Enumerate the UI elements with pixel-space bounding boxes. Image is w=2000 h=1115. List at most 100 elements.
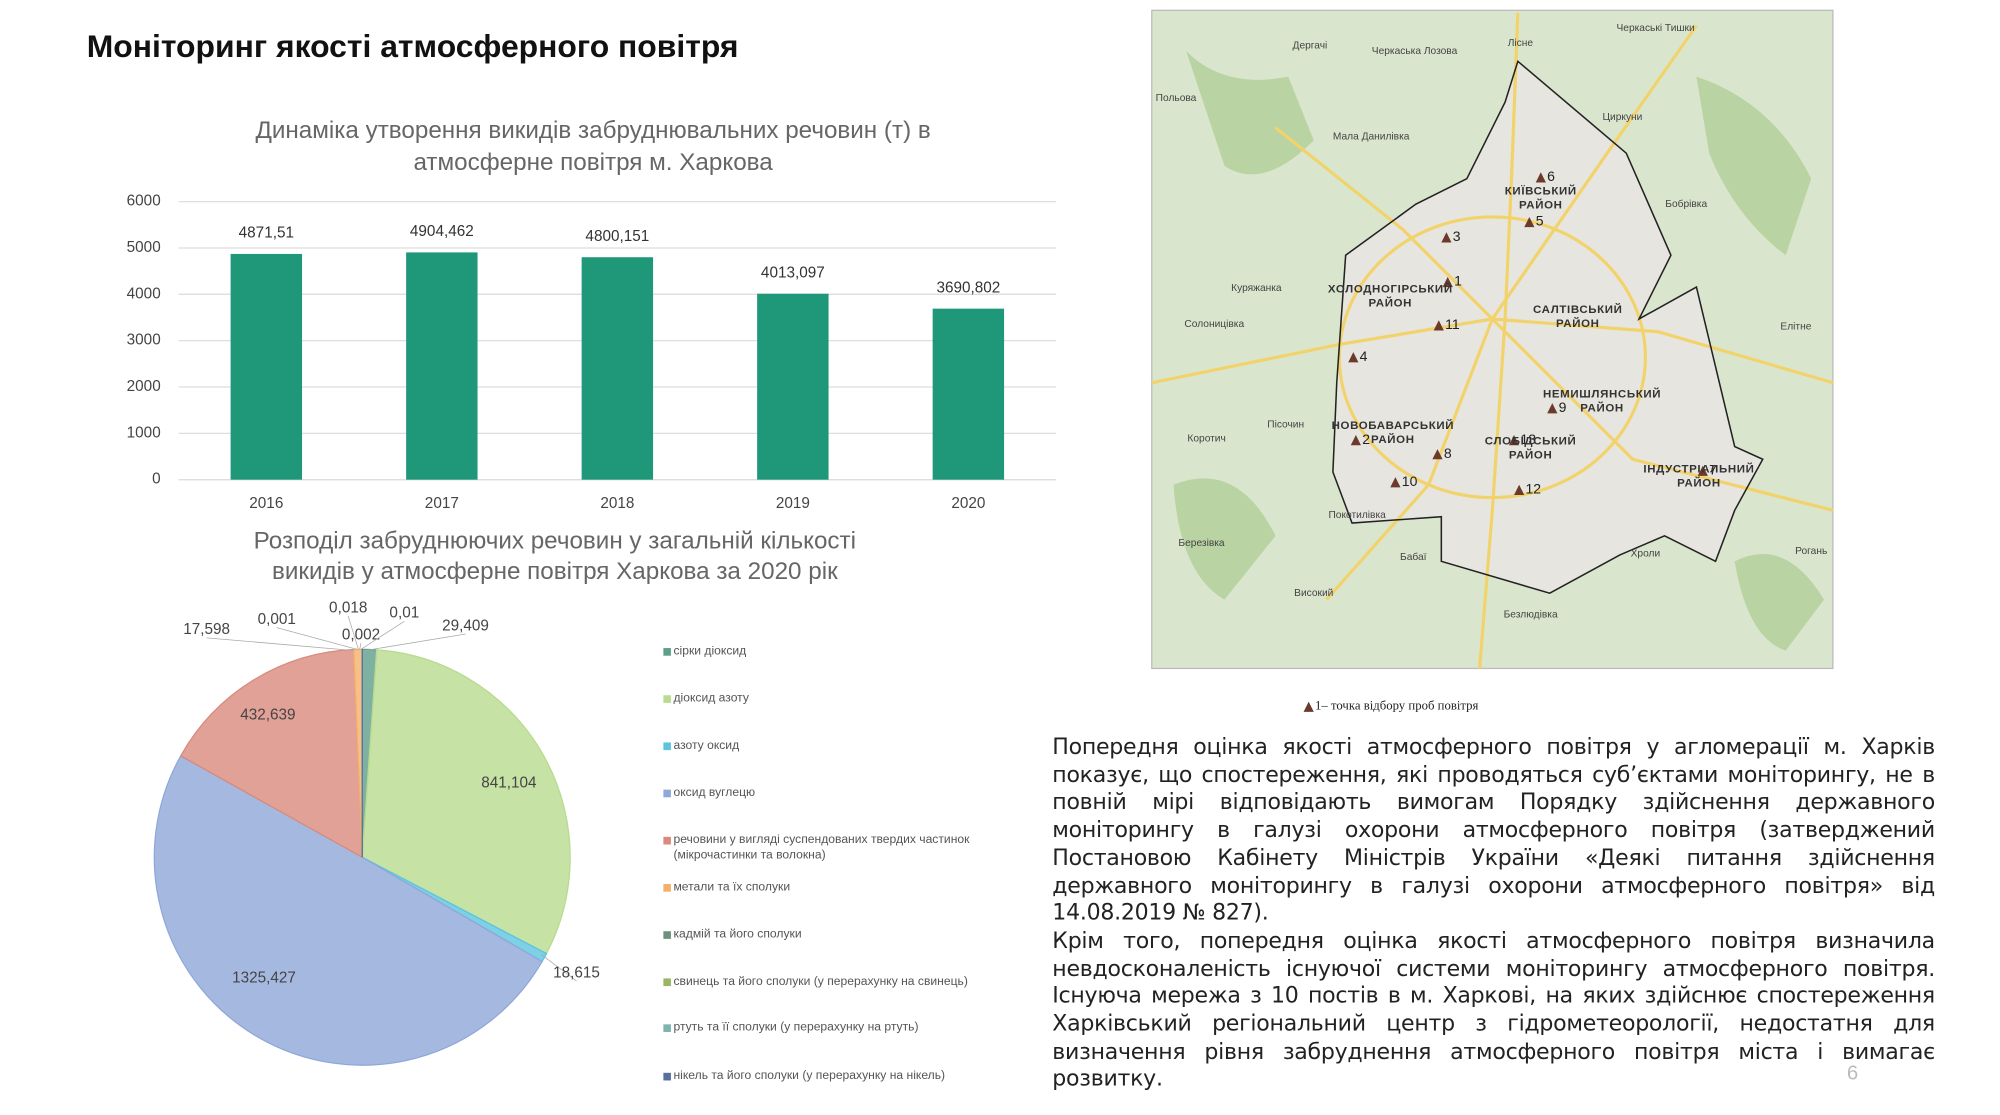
page-number: 6 [1847,1062,1858,1084]
y-tick-label: 5000 [127,239,161,256]
district-label: СЛОБІДСЬКИЙ [1485,434,1577,447]
post-number: 8 [1444,445,1452,461]
pie-slice [179,648,363,859]
data-label: 29,409 [442,617,489,634]
chart-title: Розподіл забруднюючих речовин у загальні… [254,528,856,555]
bar [757,293,829,480]
y-tick-label: 6000 [127,193,161,210]
post-marker [1508,435,1520,446]
y-tick-label: 4000 [127,285,161,302]
data-label: 841,104 [481,774,537,791]
legend-label: ртуть та її сполуки (у перерахунку на рт… [673,1020,919,1035]
post-number: 11 [1445,316,1460,332]
y-tick-label: 2000 [127,378,161,395]
data-label: 4013,097 [761,264,825,281]
legend-label: свинець та його сполуки (у перерахунку н… [673,974,968,989]
data-label: 4904,462 [410,223,474,240]
post-number: 3 [1453,228,1461,244]
district-label: КИЇВСЬКИЙ [1505,184,1577,197]
legend-label: речовини у вигляді суспендованих твердих… [673,833,970,863]
place-label: Хроли [1631,548,1661,559]
leader-line [364,633,466,651]
legend-item: речовини у вигляді суспендованих твердих… [663,833,973,864]
post-marker [1442,276,1453,288]
post-marker [1350,435,1361,446]
data-label: 17,598 [183,621,230,638]
data-label: 4800,151 [585,228,649,245]
legend-marker [663,695,671,703]
post-marker [1547,403,1558,414]
district-label: РАЙОН [1371,433,1415,446]
place-label: Покотилівка [1328,510,1386,521]
place-label: Черкаські Тишки [1617,23,1695,34]
place-label: Безлюдівка [1504,610,1558,621]
post-marker [1433,320,1444,331]
place-label: Циркуни [1603,112,1643,123]
x-tick-label: 2019 [776,495,810,512]
map: 12345678910111213КИЇВСЬКИЙРАЙОНХОЛОДНОГІ… [1151,9,1834,713]
post-marker [1514,484,1525,495]
district-label: РАЙОН [1509,448,1553,461]
place-label: Бабаї [1400,551,1427,563]
bar [230,253,303,480]
place-label: Дергачі [1293,41,1328,52]
leader-line [276,627,358,650]
district-label: ІНДУСТРІАЛЬНИЙ [1643,463,1754,476]
paragraph: Попередня оцінка якості атмосферного пов… [1052,734,1935,927]
post-number: 10 [1402,473,1418,489]
legend-item: сірки діоксид [663,644,973,659]
post-marker [1697,465,1708,476]
legend-item: діоксид азоту [663,691,973,706]
bar [581,257,654,480]
data-label: 3690,802 [936,279,1000,296]
place-label: Березівка [1178,538,1224,549]
place-label: Мала Данилівка [1333,131,1410,142]
slide-title: Моніторинг якості атмосферного повітря [87,28,739,64]
legend-label: азоту оксид [673,738,740,753]
post-number: 12 [1526,481,1542,497]
legend-label: нікель та його сполуки (у перерахунку на… [673,1068,946,1084]
data-label: 0,018 [329,600,367,617]
leader-line [206,637,355,651]
post-number: 1 [1454,273,1462,289]
legend-label: кадмій та його сполуки [673,927,802,942]
y-tick-label: 3000 [127,332,161,349]
place-label: Пісочин [1267,420,1304,431]
leader-line [540,953,577,982]
legend-item: оксид вуглецю [663,786,973,801]
post-number: 2 [1362,431,1370,447]
legend-marker [663,931,671,939]
post-marker [1535,172,1546,183]
legend-marker [663,648,671,656]
district-label: НЕМИШЛЯНСЬКИЙ [1543,387,1661,400]
paragraph: Крім того, попередня оцінка якості атмос… [1052,928,1935,1093]
x-tick-label: 2017 [425,495,459,512]
data-label: 432,639 [240,707,295,724]
post-marker [1432,449,1443,460]
district-label: САЛТІВСЬКИЙ [1533,303,1623,316]
post-number: 7 [1709,461,1717,477]
post-marker [1441,232,1452,243]
legend-item: свинець та його сполуки (у перерахунку н… [663,975,973,990]
data-label: 4871,51 [239,225,294,242]
legend-marker [663,978,671,987]
post-number: 5 [1536,213,1544,229]
chart-title: Динаміка утворення викидів забруднювальн… [255,117,930,144]
y-tick-label: 0 [152,471,161,488]
data-label: 0,002 [342,626,380,643]
district-label: РАЙОН [1556,317,1600,330]
legend-marker [663,1024,671,1032]
legend-item: нікель та його сполуки (у перерахунку на… [663,1069,973,1084]
x-tick-label: 2016 [249,495,283,512]
y-tick-label: 1000 [127,424,161,441]
legend-item: метали та їх сполуки [663,880,973,895]
legend-marker [663,1072,671,1081]
post-number: 13 [1520,431,1536,447]
post-number: 9 [1559,399,1567,415]
bar [406,252,478,480]
legend-item: кадмій та його сполуки [663,927,973,942]
place-label: Солоницівка [1184,319,1244,330]
place-label: Бобрівка [1665,198,1707,210]
place-label: Елітне [1780,321,1811,332]
data-label: 1325,427 [232,969,296,986]
